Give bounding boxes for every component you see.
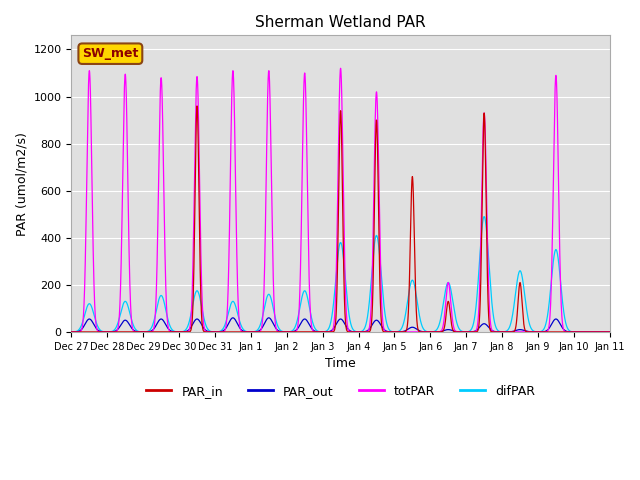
Text: SW_met: SW_met bbox=[82, 47, 138, 60]
Title: Sherman Wetland PAR: Sherman Wetland PAR bbox=[255, 15, 426, 30]
X-axis label: Time: Time bbox=[325, 357, 356, 370]
Y-axis label: PAR (umol/m2/s): PAR (umol/m2/s) bbox=[15, 132, 28, 236]
Legend: PAR_in, PAR_out, totPAR, difPAR: PAR_in, PAR_out, totPAR, difPAR bbox=[141, 380, 540, 403]
